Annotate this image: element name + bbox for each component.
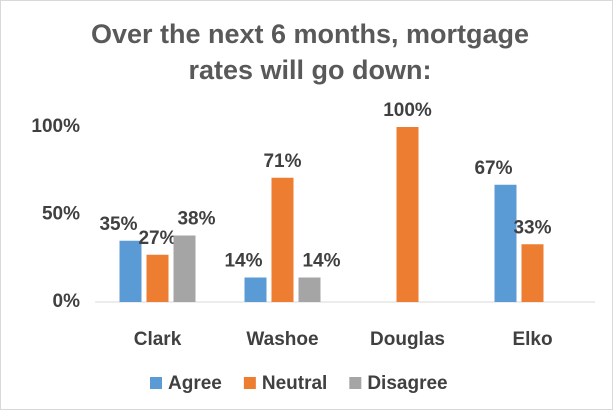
bar xyxy=(146,254,169,302)
data-label: 27% xyxy=(138,228,176,249)
data-label: 14% xyxy=(302,251,340,272)
legend-swatch xyxy=(349,377,362,389)
bar xyxy=(119,240,142,302)
bar xyxy=(494,184,517,302)
y-tick-label: 100% xyxy=(31,116,80,137)
data-label: 35% xyxy=(99,214,137,235)
legend-label: Agree xyxy=(168,373,222,394)
x-tick-label: Douglas xyxy=(370,329,445,350)
y-tick-label: 0% xyxy=(53,291,81,312)
x-tick-label: Washoe xyxy=(246,329,318,350)
legend-label: Neutral xyxy=(262,373,327,394)
x-tick-label: Clark xyxy=(134,329,182,350)
chart-title: Over the next 6 months, mortgage rates w… xyxy=(90,19,530,85)
data-label: 14% xyxy=(224,251,262,272)
bar xyxy=(173,235,196,302)
legend-swatch xyxy=(243,377,256,389)
x-tick-label: Elko xyxy=(512,329,552,350)
data-label: 71% xyxy=(263,151,301,172)
y-tick-label: 50% xyxy=(42,204,80,225)
data-label: 67% xyxy=(474,158,512,179)
bar xyxy=(396,127,419,302)
legend-swatch xyxy=(150,377,162,389)
data-label: 100% xyxy=(383,100,432,121)
bar xyxy=(298,277,321,302)
data-label: 38% xyxy=(177,209,215,230)
bar xyxy=(521,244,544,302)
legend-label: Disagree xyxy=(367,373,447,394)
bar xyxy=(244,277,267,302)
bar xyxy=(271,177,294,302)
data-label: 33% xyxy=(513,217,551,238)
